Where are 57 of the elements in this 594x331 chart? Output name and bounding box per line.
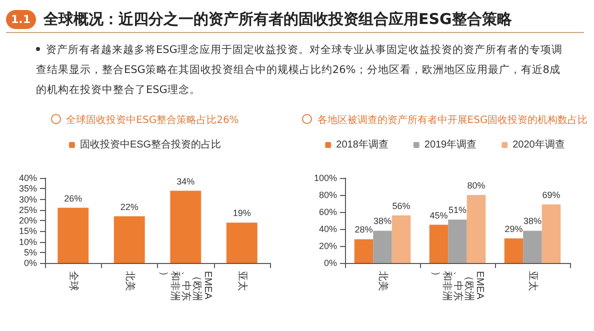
bar	[542, 204, 561, 263]
x-tick-label: EMEA（欧洲、中东和非洲）	[158, 271, 214, 301]
data-label: 22%	[120, 202, 138, 212]
x-tick-label: 全球	[68, 271, 80, 291]
data-label: 38%	[523, 216, 542, 226]
bar	[466, 195, 486, 263]
data-label: 29%	[504, 224, 523, 234]
chart-title: 各地区被调查的资产所有者中开展ESG固收投资的机构数占比	[317, 115, 588, 126]
data-label: 28%	[354, 224, 373, 235]
y-tick-label: 5%	[24, 247, 37, 258]
x-tick-label: 亚太	[236, 271, 248, 291]
bar	[448, 220, 467, 263]
y-tick-label: 40%	[18, 173, 37, 183]
legend-label: 2018年调查	[336, 138, 388, 150]
x-tick-label: 亚太	[527, 271, 539, 291]
bar	[392, 215, 411, 263]
bar	[170, 190, 202, 263]
data-label: 26%	[64, 193, 82, 204]
bar	[58, 208, 89, 263]
data-label: 80%	[467, 180, 486, 190]
y-tick-label: 15%	[18, 226, 37, 236]
text: 全球概况：近四分之一的资产所有者的固收投资组合应用ESG整合策略	[44, 10, 512, 28]
bar	[114, 216, 145, 263]
data-label: 51%	[448, 205, 467, 216]
x-tick-label: 北美	[124, 271, 136, 291]
y-tick-label: 25%	[18, 204, 37, 215]
data-label: 19%	[232, 208, 251, 218]
y-tick-label: 0%	[324, 258, 337, 268]
y-tick-label: 10%	[18, 236, 37, 247]
data-label: 38%	[373, 216, 392, 226]
bar	[504, 238, 524, 263]
y-tick-label: 60%	[318, 207, 337, 217]
data-label: 45%	[430, 210, 448, 220]
x-tick-label: 北美	[377, 271, 389, 291]
bar	[226, 222, 258, 263]
legend-label: 2020年调查	[512, 138, 565, 150]
data-label: 56%	[392, 200, 410, 211]
y-tick-label: 30%	[18, 194, 37, 204]
text: 资产所有者越来越多将ESG理念应用于固定收益投资。对全球专业从事固定收益投资的资产所有者的专项调查结果显示，整合ESG策略在其固收投资组合中的规模占比约26%；分地区看，欧洲地区应用最广，有近8成的机构在投资中整合了ESG理念。	[36, 43, 564, 98]
legend-label: 2019年调查	[424, 138, 477, 150]
y-tick-label: 20%	[318, 241, 337, 251]
bar	[354, 239, 374, 263]
text: 1.1	[6, 10, 36, 28]
data-label: 34%	[176, 176, 195, 186]
y-tick-label: 100%	[314, 173, 337, 183]
y-tick-label: 20%	[18, 216, 37, 226]
x-tick-label: EMEA（欧洲、中东和非洲）	[430, 271, 485, 301]
y-tick-label: 40%	[318, 224, 337, 234]
bar	[373, 230, 392, 263]
y-tick-label: 35%	[18, 184, 37, 194]
y-tick-label: 80%	[318, 190, 337, 200]
data-label: 69%	[542, 190, 560, 200]
legend-label: 固收投资中ESG整合投资的占比	[80, 138, 222, 150]
y-tick-label: 0%	[24, 258, 37, 268]
bar	[429, 224, 448, 263]
bar	[523, 230, 542, 263]
chart-title: 全球固收投资中ESG整合策略占比26%	[66, 115, 239, 126]
